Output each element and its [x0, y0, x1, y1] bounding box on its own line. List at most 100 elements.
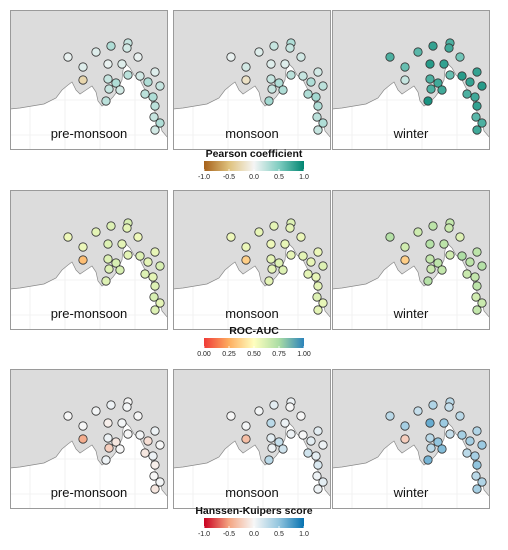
map-panel-monsoon: monsoon: [173, 369, 331, 509]
station-marker: [254, 47, 264, 57]
station-marker: [123, 429, 133, 439]
station-marker: [78, 62, 88, 72]
panel-frame: [10, 369, 168, 509]
station-marker: [313, 460, 323, 470]
colorbar-tick-label: 1.00: [297, 351, 311, 358]
station-marker: [472, 247, 482, 257]
station-marker: [122, 223, 132, 233]
station-marker: [437, 265, 447, 275]
legend-title: ROC-AUC: [229, 325, 279, 337]
station-marker: [445, 70, 455, 80]
station-marker: [303, 448, 313, 458]
station-marker: [267, 264, 277, 274]
map-panel-pre-monsoon: pre-monsoon: [10, 190, 168, 330]
station-marker: [241, 255, 251, 265]
station-marker: [155, 298, 165, 308]
station-marker: [254, 227, 264, 237]
station-marker: [286, 250, 296, 260]
station-marker: [313, 67, 323, 77]
station-marker: [445, 250, 455, 260]
season-label: monsoon: [225, 126, 278, 141]
station-marker: [455, 52, 465, 62]
map-panel-monsoon: monsoon: [173, 190, 331, 330]
station-marker: [296, 52, 306, 62]
station-marker: [437, 444, 447, 454]
station-marker: [477, 118, 487, 128]
season-label: winter: [393, 306, 429, 321]
station-marker: [444, 43, 454, 53]
station-marker: [433, 78, 443, 88]
station-marker: [385, 411, 395, 421]
station-marker: [150, 247, 160, 257]
station-marker: [111, 437, 121, 447]
station-marker: [117, 418, 127, 428]
station-marker: [477, 477, 487, 487]
station-marker: [471, 471, 481, 481]
station-marker: [150, 426, 160, 436]
station-marker: [133, 52, 143, 62]
station-marker: [111, 78, 121, 88]
station-marker: [280, 59, 290, 69]
map-panel-winter: winter: [332, 369, 490, 509]
map-panel-winter: winter: [332, 190, 490, 330]
station-marker: [269, 41, 279, 51]
station-marker: [101, 96, 111, 106]
station-marker: [437, 85, 447, 95]
station-marker: [267, 443, 277, 453]
station-marker: [306, 257, 316, 267]
station-marker: [425, 418, 435, 428]
station-marker: [148, 272, 158, 282]
station-marker: [286, 429, 296, 439]
station-marker: [318, 118, 328, 128]
colorbar-tick-label: 0.0: [249, 174, 259, 181]
station-marker: [264, 276, 274, 286]
station-marker: [400, 75, 410, 85]
station-marker: [150, 305, 160, 315]
station-marker: [311, 92, 321, 102]
colorbar: [204, 338, 304, 348]
station-marker: [311, 272, 321, 282]
station-marker: [470, 272, 480, 282]
station-marker: [155, 477, 165, 487]
station-marker: [313, 247, 323, 257]
station-marker: [413, 47, 423, 57]
panel-frame: [10, 10, 168, 150]
station-marker: [150, 67, 160, 77]
colorbar: [204, 518, 304, 528]
colorbar-tick-label: -1.0: [198, 531, 210, 538]
station-marker: [148, 451, 158, 461]
station-marker: [101, 455, 111, 465]
station-marker: [385, 52, 395, 62]
map-panel-pre-monsoon: pre-monsoon: [10, 369, 168, 509]
station-marker: [267, 84, 277, 94]
station-marker: [425, 59, 435, 69]
station-marker: [465, 77, 475, 87]
station-marker: [472, 125, 482, 135]
station-marker: [91, 47, 101, 57]
colorbar-tick-label: -0.5: [223, 174, 235, 181]
station-marker: [254, 406, 264, 416]
station-marker: [280, 239, 290, 249]
station-marker: [425, 254, 435, 264]
station-marker: [477, 261, 487, 271]
legend-title: Hanssen-Kuipers score: [195, 505, 312, 517]
station-marker: [423, 455, 433, 465]
station-marker: [477, 81, 487, 91]
station-marker: [115, 265, 125, 275]
station-marker: [63, 411, 73, 421]
station-marker: [143, 77, 153, 87]
colorbar-tick-label: 0.5: [274, 531, 284, 538]
station-marker: [140, 269, 150, 279]
station-marker: [472, 67, 482, 77]
station-marker: [428, 221, 438, 231]
station-marker: [455, 411, 465, 421]
station-marker: [313, 125, 323, 135]
station-marker: [150, 101, 160, 111]
station-marker: [312, 112, 322, 122]
station-marker: [286, 70, 296, 80]
station-marker: [306, 77, 316, 87]
station-marker: [104, 84, 114, 94]
station-marker: [135, 251, 145, 261]
season-label: monsoon: [225, 306, 278, 321]
station-marker: [313, 305, 323, 315]
